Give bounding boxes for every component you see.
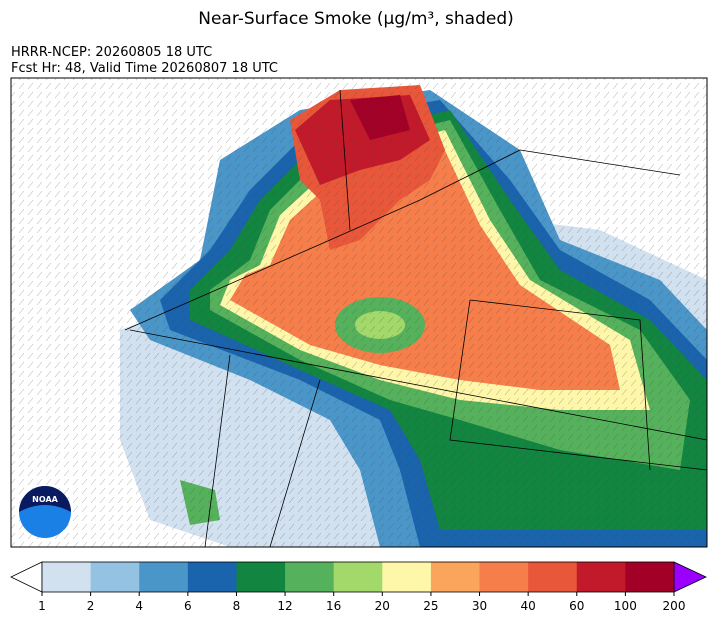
run-info: HRRR-NCEP: 20260805 18 UTC <box>11 45 212 60</box>
color-segment <box>576 562 626 592</box>
color-segment <box>479 562 529 592</box>
tick-label: 60 <box>569 599 584 613</box>
title: Near-Surface Smoke (µg/m³, shaded) <box>198 9 514 29</box>
tick-label: 16 <box>326 599 341 613</box>
color-segment <box>285 562 335 592</box>
color-segment <box>625 562 675 592</box>
tick-label: 8 <box>233 599 241 613</box>
tick-label: 6 <box>184 599 192 613</box>
color-segment <box>236 562 286 592</box>
color-segment <box>139 562 189 592</box>
color-segment <box>333 562 383 592</box>
colorbar-frame <box>41 561 675 593</box>
tick-label: 30 <box>472 599 487 613</box>
logo-text: NOAA <box>32 495 58 504</box>
tick-label: 1 <box>38 599 46 613</box>
tick-label: 20 <box>375 599 390 613</box>
tick-label: 12 <box>277 599 292 613</box>
tick-label: 2 <box>87 599 95 613</box>
color-segment <box>187 562 237 592</box>
tick-label: 100 <box>614 599 637 613</box>
tick-label: 200 <box>663 599 686 613</box>
tick-label: 40 <box>521 599 536 613</box>
under-triangle <box>10 561 43 593</box>
tick-label: 4 <box>135 599 143 613</box>
colorbar: 1 2 4 6 8 12 16 20 25 30 40 60 100 200 <box>10 561 707 613</box>
color-segment <box>430 562 481 592</box>
color-segment <box>42 562 92 592</box>
color-segment <box>382 562 432 592</box>
color-segment <box>528 562 578 592</box>
over-triangle <box>673 561 707 593</box>
tick-label: 25 <box>423 599 438 613</box>
map: NOAA <box>10 77 708 548</box>
valid-info: Fcst Hr: 48, Valid Time 20260807 18 UTC <box>11 61 278 76</box>
color-segment <box>90 562 140 592</box>
